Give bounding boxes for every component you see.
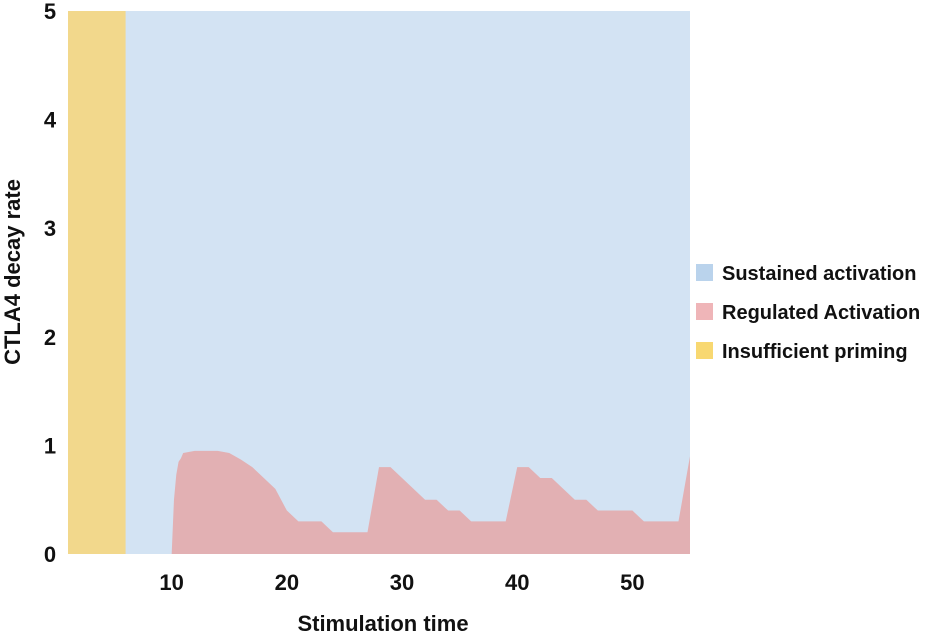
y-tick-label: 4 [44,108,57,133]
x-tick-label: 40 [505,570,529,595]
x-tick-label: 10 [159,570,183,595]
legend-swatch [696,264,713,281]
x-tick-label: 50 [620,570,644,595]
y-axis-ticks: 0 1 2 3 4 5 [44,0,57,567]
y-tick-label: 5 [44,0,56,24]
regulated-activation-area [68,450,690,554]
y-tick-label: 0 [44,542,56,567]
y-tick-label: 2 [44,325,56,350]
legend-swatch [696,342,713,359]
x-axis-title: Stimulation time [297,611,468,634]
x-axis-ticks: 10 20 30 40 50 [159,570,644,595]
legend-label: Regulated Activation [722,302,920,324]
x-tick-label: 20 [275,570,299,595]
legend-label: Insufficient priming [722,341,908,363]
y-tick-label: 3 [44,216,56,241]
y-tick-label: 1 [44,433,56,458]
insufficient-priming-region [68,11,126,554]
sustained-activation-region [68,11,690,554]
x-tick-label: 30 [390,570,414,595]
y-axis-title: CTLA4 decay rate [0,179,25,365]
legend-label: Sustained activation [722,263,917,285]
legend-swatch [696,303,713,320]
legend: Sustained activation Regulated Activation… [696,263,920,363]
